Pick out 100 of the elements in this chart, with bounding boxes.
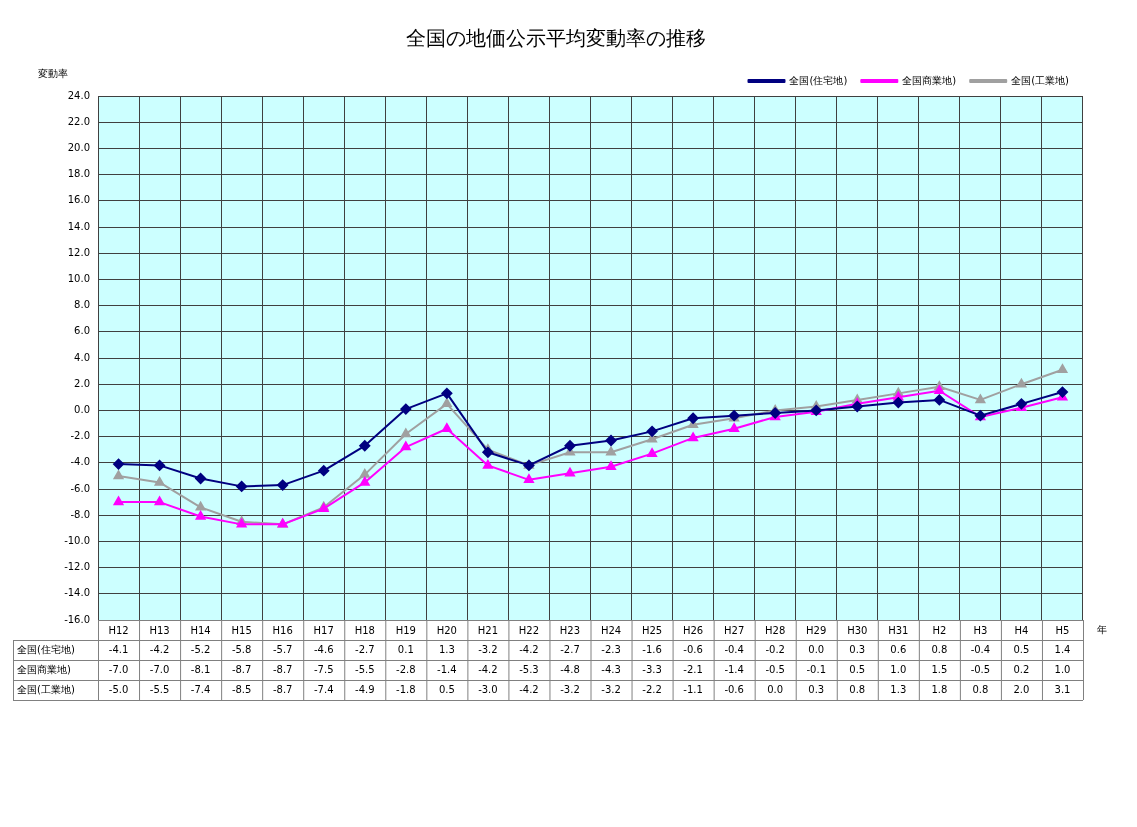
data-label: -2.2 <box>642 683 662 695</box>
y-tick-label: 24.0 <box>67 89 90 101</box>
y-tick-label: -4.0 <box>70 456 90 468</box>
y-tick-label: 4.0 <box>74 351 90 363</box>
x-tick-label: H19 <box>395 624 416 636</box>
data-label: 1.3 <box>438 643 455 655</box>
y-tick-label: 0.0 <box>74 403 90 415</box>
data-label: -1.4 <box>724 663 744 675</box>
data-label: -5.0 <box>108 683 129 695</box>
data-label: 0.3 <box>849 643 866 655</box>
data-label: -5.5 <box>355 663 375 675</box>
data-label: -7.4 <box>190 683 211 695</box>
data-label: -8.1 <box>190 663 211 675</box>
y-tick-label: 10.0 <box>67 272 90 284</box>
data-label: 2.0 <box>1013 683 1030 695</box>
data-label: 0.6 <box>890 643 907 655</box>
data-label: -7.4 <box>313 683 334 695</box>
data-label: -1.8 <box>396 683 416 695</box>
data-label: 0.1 <box>397 643 414 655</box>
data-label: -8.7 <box>231 663 252 675</box>
data-label: -3.3 <box>642 663 662 675</box>
y-axis-title: 変動率 <box>38 67 68 79</box>
y-tick-label: -12.0 <box>64 561 90 573</box>
data-label: 0.8 <box>972 683 989 695</box>
data-label: -0.6 <box>724 683 744 695</box>
y-tick-label: -6.0 <box>70 482 90 494</box>
data-label: -8.7 <box>272 663 293 675</box>
data-label: 0.8 <box>849 683 866 695</box>
y-tick-label: 14.0 <box>67 220 90 232</box>
data-label: 1.0 <box>1054 663 1071 675</box>
data-label: -4.9 <box>355 683 375 695</box>
text: 全国(工業地) <box>17 683 75 695</box>
data-label: -8.5 <box>231 683 252 695</box>
data-label: -0.2 <box>765 643 785 655</box>
data-label: -1.1 <box>683 683 703 695</box>
data-label: -0.4 <box>970 643 991 655</box>
legend-label: 全国(住宅地) <box>789 74 848 86</box>
x-tick-label: H5 <box>1055 624 1070 636</box>
data-label: 3.1 <box>1054 683 1071 695</box>
y-tick-label: 22.0 <box>67 115 90 127</box>
data-label: -3.2 <box>601 683 621 695</box>
data-label: 0.8 <box>931 643 948 655</box>
y-tick-label: -2.0 <box>70 430 90 442</box>
data-label: -8.7 <box>272 683 293 695</box>
chart-title: 全国の地価公示平均変動率の推移 <box>405 26 706 51</box>
data-label: -4.6 <box>313 643 334 655</box>
x-tick-label: H29 <box>806 624 827 636</box>
y-tick-label: 12.0 <box>67 246 90 258</box>
data-label: -7.5 <box>313 663 334 675</box>
x-tick-label: H26 <box>682 624 704 636</box>
x-tick-label: H28 <box>765 624 786 636</box>
x-tick-label: H16 <box>272 624 293 636</box>
x-tick-label: H23 <box>559 624 581 636</box>
x-tick-label: H21 <box>477 624 499 636</box>
data-label: -2.7 <box>355 643 375 655</box>
y-tick-label: 20.0 <box>67 141 90 153</box>
data-label: -2.3 <box>601 643 621 655</box>
data-label: 0.0 <box>808 643 825 655</box>
x-tick-label: H3 <box>973 624 988 636</box>
data-label: 1.3 <box>890 683 907 695</box>
x-tick-label: H18 <box>354 624 375 636</box>
data-label: -0.5 <box>970 663 991 675</box>
data-label: 0.5 <box>1013 643 1030 655</box>
data-label: -4.2 <box>478 663 498 675</box>
data-label: -7.0 <box>108 663 129 675</box>
data-label: -3.2 <box>560 683 580 695</box>
x-tick-label: H27 <box>724 624 745 636</box>
data-label: -4.2 <box>519 643 539 655</box>
data-label: 0.5 <box>438 683 455 695</box>
data-label: -5.2 <box>190 643 211 655</box>
y-tick-label: 6.0 <box>74 325 90 337</box>
x-tick-label: H17 <box>313 624 334 636</box>
data-label: -4.2 <box>149 643 170 655</box>
y-tick-label: 2.0 <box>74 377 90 389</box>
data-label: -1.4 <box>437 663 457 675</box>
data-label: -4.8 <box>560 663 580 675</box>
x-tick-label: H30 <box>847 624 868 636</box>
data-label: 1.8 <box>931 683 948 695</box>
data-label: -2.8 <box>396 663 416 675</box>
data-label: -4.2 <box>519 683 539 695</box>
y-tick-label: 8.0 <box>74 299 90 311</box>
x-tick-label: H12 <box>108 624 129 636</box>
data-label: 1.4 <box>1054 643 1071 655</box>
data-label: -0.6 <box>683 643 703 655</box>
x-tick-label: H13 <box>149 624 170 636</box>
y-tick-label: -16.0 <box>64 613 90 625</box>
y-tick-label: 18.0 <box>67 168 90 180</box>
data-label: -5.3 <box>519 663 539 675</box>
data-label: -7.0 <box>149 663 170 675</box>
legend-label: 全国(工業地) <box>1011 74 1070 86</box>
x-tick-label: H20 <box>436 624 457 636</box>
data-label: -2.7 <box>560 643 580 655</box>
x-tick-label: H31 <box>888 624 909 636</box>
y-tick-label: 16.0 <box>67 194 90 206</box>
data-label: 0.5 <box>849 663 866 675</box>
text: 全国商業地) <box>17 663 71 675</box>
data-label: -5.8 <box>231 643 252 655</box>
x-tick-label: H25 <box>641 624 663 636</box>
y-tick-label: -14.0 <box>64 587 90 599</box>
x-tick-label: H24 <box>600 624 622 636</box>
